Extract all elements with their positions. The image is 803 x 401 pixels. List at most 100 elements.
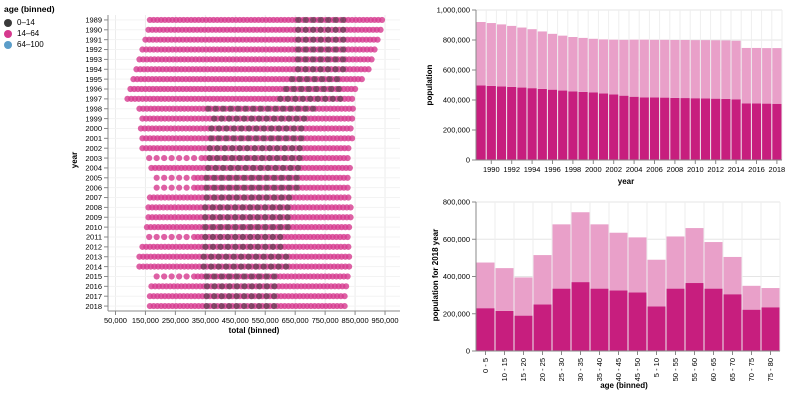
data-point-0-14 [293, 184, 300, 191]
data-point-0-14 [232, 233, 239, 241]
data-point-0-14 [233, 283, 240, 290]
data-point-0-14 [211, 184, 218, 191]
data-point-0-14 [250, 164, 257, 172]
data-point-0-14 [289, 145, 296, 152]
data-point-0-14 [208, 125, 215, 132]
x-tick-label: 2006 [646, 165, 663, 174]
bar-segment-light [772, 48, 782, 104]
x-tick-label: 0 - 5 [481, 358, 490, 373]
bar-segment-dark [476, 85, 486, 160]
data-point-0-14 [302, 16, 309, 24]
data-point-0-14 [283, 135, 290, 142]
scatter-y-tick-label: 1994 [85, 65, 102, 74]
bar-segment-light [723, 256, 742, 295]
data-point-0-14 [209, 233, 216, 241]
data-point-0-14 [339, 46, 347, 53]
bar-segment-dark [628, 292, 647, 351]
scatter-x-tick-label: 350,000 [192, 316, 219, 325]
data-point-0-14 [295, 16, 302, 24]
bar-segment-light [486, 23, 496, 86]
data-point-0-14 [287, 164, 294, 172]
data-point-0-14 [286, 174, 293, 181]
data-point-14-64 [344, 174, 351, 181]
x-tick-label: 1992 [503, 165, 520, 174]
data-point-14-64 [348, 95, 356, 102]
data-point-0-14 [332, 16, 339, 24]
data-point-14-64 [153, 184, 160, 191]
data-point-0-14 [253, 135, 260, 142]
scatter-y-tick-label: 2009 [85, 213, 102, 222]
data-point-0-14 [232, 204, 239, 211]
data-point-0-14 [268, 253, 275, 260]
data-point-0-14 [275, 263, 282, 270]
data-point-0-14 [218, 283, 225, 290]
data-point-0-14 [277, 233, 284, 241]
x-tick-label: 20 - 25 [538, 358, 547, 381]
data-point-0-14 [310, 26, 317, 33]
bar-segment-light [568, 37, 578, 92]
data-point-0-14 [295, 164, 302, 172]
data-point-0-14 [337, 95, 344, 102]
data-point-0-14 [339, 66, 347, 73]
data-point-0-14 [311, 76, 318, 83]
bar-segment-light [514, 277, 533, 316]
bar-segment-dark [609, 290, 628, 351]
data-point-0-14 [305, 85, 312, 93]
data-point-0-14 [260, 253, 267, 260]
data-point-0-14 [275, 125, 282, 132]
data-point-14-64 [351, 85, 359, 93]
legend-swatch-icon [4, 18, 12, 27]
data-point-0-14 [319, 76, 326, 83]
data-point-14-64 [146, 154, 153, 162]
data-point-0-14 [218, 273, 225, 280]
data-point-0-14 [257, 164, 264, 172]
data-point-0-14 [325, 46, 332, 53]
data-point-14-64 [348, 135, 356, 142]
bar-segment-dark [762, 103, 772, 160]
data-point-0-14 [263, 115, 270, 122]
scatter-y-tick-label: 2001 [85, 134, 102, 143]
data-point-0-14 [253, 263, 260, 270]
data-point-0-14 [211, 273, 218, 280]
data-point-14-64 [176, 233, 183, 241]
legend-item-64-100[interactable]: 64–100 [4, 39, 55, 50]
x-tick-label: 65 - 70 [728, 358, 737, 381]
data-point-0-14 [229, 154, 236, 162]
data-point-0-14 [218, 115, 225, 122]
data-point-0-14 [329, 95, 336, 102]
bar-segment-light [476, 22, 486, 86]
data-point-14-64 [345, 263, 353, 270]
data-point-0-14 [269, 233, 276, 241]
data-point-0-14 [278, 184, 285, 191]
data-point-0-14 [239, 214, 246, 221]
data-point-0-14 [218, 174, 225, 181]
x-tick-label: 70 - 75 [747, 358, 756, 381]
data-point-0-14 [325, 66, 332, 73]
legend-item-0-14[interactable]: 0–14 [4, 17, 55, 28]
bar-segment-dark [639, 97, 649, 160]
data-point-14-64 [378, 16, 386, 24]
data-point-0-14 [247, 224, 254, 231]
data-point-0-14 [284, 224, 291, 231]
data-point-0-14 [269, 224, 276, 231]
population-by-year-chart: 0 200,000 400,000 600,000 800,000 1,000,000 19… [425, 6, 785, 186]
bar-segment-light [685, 228, 704, 284]
bar-segment-light [619, 39, 629, 96]
bar-segment-dark [588, 92, 598, 160]
data-point-0-14 [284, 214, 291, 221]
y-tick-label: 600,000 [443, 235, 470, 244]
data-point-14-64 [368, 56, 375, 63]
population-by-age-chart: 0 200,000 400,000 600,000 800,000 0 - 5 10 - 1… [431, 198, 781, 390]
data-point-0-14 [332, 66, 339, 73]
data-point-0-14 [226, 174, 233, 181]
data-point-0-14 [277, 204, 284, 211]
scatter-y-tick-label: 2003 [85, 154, 102, 163]
data-point-0-14 [266, 145, 273, 152]
bar-segment-light [609, 232, 628, 291]
data-point-14-64 [153, 273, 160, 280]
data-point-0-14 [214, 154, 221, 162]
data-point-0-14 [217, 243, 224, 250]
legend-item-14-64[interactable]: 14–64 [4, 28, 55, 39]
data-point-0-14 [205, 105, 212, 112]
data-point-0-14 [296, 154, 303, 162]
